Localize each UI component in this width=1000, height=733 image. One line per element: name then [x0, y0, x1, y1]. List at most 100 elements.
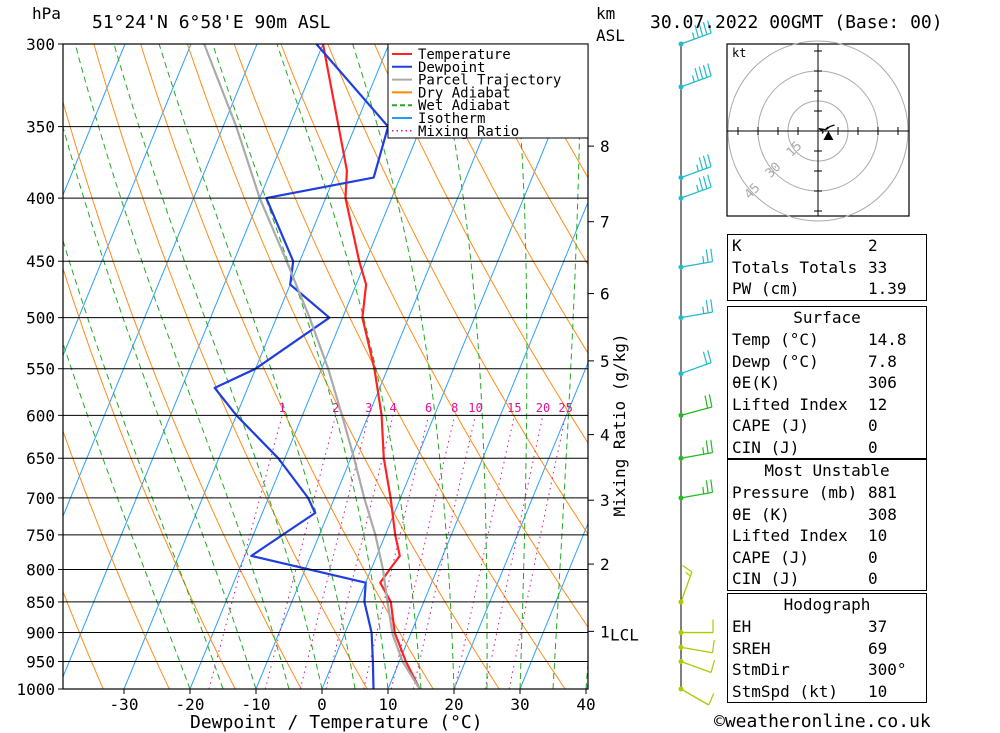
wind-barb-flag	[707, 63, 712, 77]
table-row-value: 10	[868, 526, 888, 545]
table-row: Lifted Index 12	[728, 394, 926, 416]
wind-barb-flag	[702, 22, 708, 35]
wind-barb	[680, 406, 713, 416]
wind-barb	[680, 32, 712, 45]
table-row: Totals Totals 33	[728, 257, 926, 279]
table-row-label: StmDir	[732, 660, 790, 679]
mixing-ratio-line	[299, 415, 370, 689]
table-row-label: Dewp (°C)	[732, 351, 819, 371]
table-row-value: 2	[868, 236, 878, 255]
pressure-tick-label: 450	[26, 252, 55, 271]
dry-adiabat	[420, 44, 588, 355]
km-tick-label: 8	[600, 137, 610, 156]
mixing-ratio-tick-label: 6	[425, 401, 432, 415]
wind-barb-half	[685, 571, 691, 577]
table-row: Dewp (°C) 7.8	[728, 351, 926, 373]
table-row-label: θE (K)	[732, 504, 790, 524]
pressure-tick-label: 1000	[16, 680, 55, 699]
pressure-tick-label: 900	[26, 624, 55, 643]
table-row: EH 37	[728, 616, 926, 638]
wind-barb	[680, 491, 713, 499]
table-row-value: 7.8	[868, 351, 897, 371]
table-row-label: CAPE (J)	[732, 547, 810, 567]
hodograph-unit-label: kt	[732, 46, 746, 60]
pressure-tick-label: 550	[26, 360, 55, 379]
isotherm-line	[453, 361, 588, 689]
wind-barb	[680, 260, 713, 268]
table-row-value: 0	[868, 437, 878, 457]
wind-barb-flag	[694, 25, 700, 38]
temperature-tick-label: -20	[176, 695, 205, 714]
pressure-tick-label: 800	[26, 560, 55, 579]
wind-barb	[680, 660, 712, 674]
pressure-tick-label: 350	[26, 118, 55, 137]
lcl-label: LCL	[610, 625, 639, 644]
temperature-tick-label: -30	[110, 695, 139, 714]
mixing-ratio-tick-label: 10	[468, 401, 482, 415]
mixing-ratio-line	[363, 415, 430, 689]
mixing-ratio-tick-label: 20	[536, 401, 550, 415]
temperature-tick-label: 40	[576, 695, 595, 714]
sounding-series	[203, 44, 421, 689]
mixing-ratio-tick-label: 3	[365, 401, 372, 415]
table-row-label: Lifted Index	[732, 526, 848, 545]
isotherm-line	[321, 44, 588, 689]
wind-barb-flag	[698, 23, 704, 37]
wind-barb	[680, 571, 693, 603]
table-row-label: θE(K)	[732, 373, 781, 392]
table-row-value: 308	[868, 504, 897, 524]
table-row: PW (cm) 1.39	[728, 278, 926, 300]
wind-barb-flag	[698, 66, 704, 80]
wind-barb	[680, 186, 712, 199]
wind-barb	[680, 166, 712, 179]
table-row: Pressure (mb) 881	[728, 482, 926, 504]
copyright[interactable]: ©weatheronline.co.uk	[714, 711, 931, 732]
legend-label: Wet Adiabat	[418, 98, 511, 114]
indices-table: K 2 Totals Totals 33 PW (cm) 1.39	[727, 234, 927, 301]
mixing-ratio-tick-label: 15	[507, 401, 521, 415]
legend-label: Dry Adiabat	[418, 85, 511, 101]
wind-barb-flag	[694, 67, 700, 81]
table-row-value: 0	[868, 569, 878, 588]
table-row: CAPE (J) 0	[728, 415, 926, 437]
plot-frame	[62, 43, 589, 690]
wind-barb-flag	[708, 394, 713, 408]
wind-barb-flag	[710, 479, 714, 493]
table-row-label: CAPE (J)	[732, 416, 810, 435]
wet-adiabat	[63, 239, 224, 689]
wind-barb-flag	[704, 395, 709, 409]
table-row-value: 881	[868, 483, 897, 502]
table-row-value: 306	[868, 373, 897, 392]
pressure-grid	[63, 43, 588, 690]
table-row-label: CIN (J)	[732, 569, 800, 588]
legend-label: Isotherm	[418, 111, 485, 127]
wind-barb-flag	[707, 20, 712, 34]
wind-barb	[680, 75, 712, 88]
surface-table: Surface Temp (°C) 14.8 Dewp (°C) 7.8 θE(K) 30…	[727, 306, 927, 459]
dry-adiabat	[467, 44, 588, 266]
km-tick-label: 5	[600, 352, 610, 371]
mixing-ratio-line	[454, 415, 515, 689]
table-row-label: CIN (J)	[732, 437, 800, 457]
table-row-label: Lifted Index	[732, 394, 848, 414]
km-tick-label: 6	[600, 285, 610, 304]
datetime-title: 30.07.2022 00GMT (Base: 00)	[650, 12, 943, 33]
temperature-tick-label: -10	[242, 695, 271, 714]
wind-barb-flag	[707, 350, 712, 363]
wind-barb-flag	[698, 177, 704, 191]
wind-barb-half	[702, 486, 705, 494]
wind-barb-flag	[707, 154, 712, 167]
isotherm-line	[519, 522, 588, 689]
dry-adiabat	[233, 44, 566, 689]
mixing-ratio-axis-label: Mixing Ratio (g/kg)	[610, 333, 629, 516]
table-row-value: 33	[868, 257, 888, 277]
wind-barb-flag	[710, 248, 714, 262]
temperature-tick-label: 20	[444, 695, 463, 714]
table-row: StmSpd (kt) 10	[728, 681, 926, 703]
pressure-tick-label: 750	[26, 526, 55, 545]
table-row: θE(K) 306	[728, 372, 926, 394]
wind-barb-half	[691, 32, 695, 40]
wind-barb-flag	[708, 693, 715, 706]
